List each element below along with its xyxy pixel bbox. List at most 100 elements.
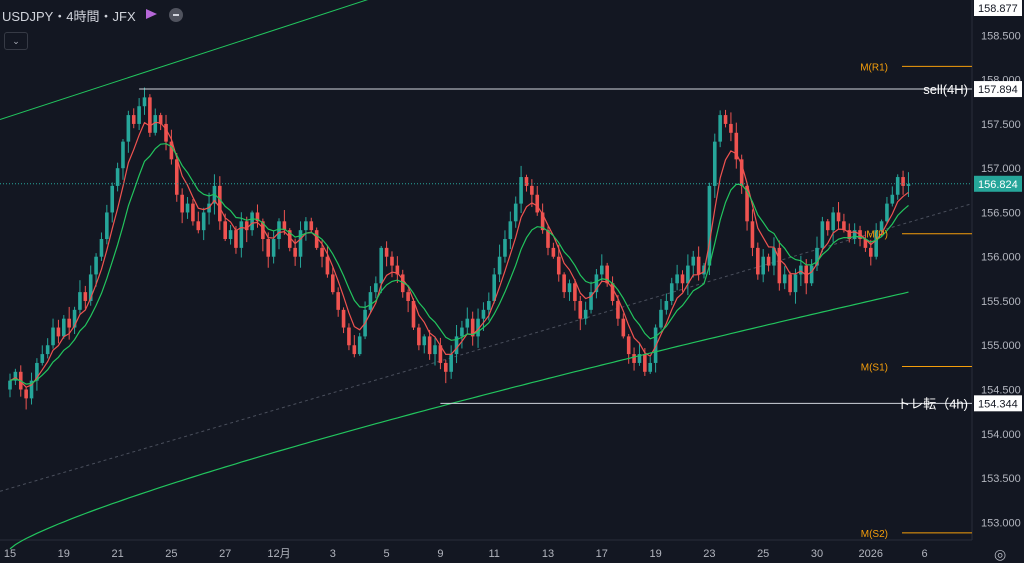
lower-dashed-trendline [0,203,973,492]
candle-body [94,256,98,275]
x-tick-label: 12月 [267,548,290,560]
candle-body [357,336,362,355]
candle-body [164,123,168,142]
pivot-label: M(P) [866,230,888,241]
candle-body [626,336,631,355]
x-tick-label: 19 [58,548,70,560]
flag-icon[interactable] [146,9,157,19]
candle-body [863,239,868,248]
candle-body [605,265,609,284]
x-tick-label: 21 [111,548,123,560]
candle-body [691,256,696,266]
candle-body [191,203,195,222]
candle-body [379,247,384,284]
candle-body [820,221,825,248]
candle-body [228,230,233,240]
candle-body [497,256,502,275]
top-price-box [974,0,1022,16]
candle-body [600,265,604,275]
candle-body [906,184,911,186]
candle-body [766,256,771,266]
candle-body [562,274,566,293]
minus-circle-icon[interactable] [169,8,183,22]
annotation-price-label: 157.894 [978,84,1018,96]
y-tick-label: 157.000 [981,163,1021,175]
candle-body [266,239,271,257]
candle-body [234,230,238,248]
candle-body [739,159,744,186]
pivot-label: M(R1) [860,62,888,73]
candle-body [901,177,905,186]
candle-body [874,230,878,257]
y-tick-label: 156.500 [981,207,1021,219]
y-tick-label: 154.500 [981,385,1021,397]
candle-body [847,230,852,240]
candle-body [648,362,653,372]
x-tick-label: 3 [330,548,336,560]
candle-body [750,221,755,248]
settings-icon[interactable]: ◎ [994,546,1007,562]
candle-body [879,221,884,231]
candle-body [244,221,249,231]
candle-body [831,212,835,231]
candle-body [707,185,712,266]
candle-body [535,194,540,213]
collapse-chevron-icon[interactable]: ⌄ [4,32,28,50]
candle-body [745,185,749,222]
x-tick-label: 11 [488,548,499,560]
candle-body [675,274,679,284]
x-tick-label: 5 [384,548,390,560]
x-tick-label: 9 [437,548,443,560]
candle-body [842,221,846,231]
y-tick-label: 155.500 [981,296,1021,308]
candle-body [121,141,125,169]
candle-body [503,239,507,257]
candle-body [271,239,276,257]
candle-body [298,230,303,257]
candle-body [62,318,66,337]
candle-body [869,247,873,257]
candle-body [578,300,583,319]
candle-body [551,247,556,257]
candle-body [696,256,701,275]
current-price-box [974,175,1022,192]
candle-body [153,115,158,133]
y-tick-label: 157.500 [981,119,1021,131]
candle-body [169,141,174,160]
candle-body [487,300,491,310]
candle-body [476,318,480,337]
candle-body [35,362,39,381]
candle-body [890,194,895,204]
annotation-label: sell(4H) [923,82,968,97]
candle-body [643,354,647,372]
candle-body [341,309,346,328]
y-tick-label: 158.500 [981,30,1021,42]
y-tick-label: 154.000 [981,429,1021,441]
candle-body [508,221,513,240]
x-tick-label: 13 [542,548,554,560]
candle-body [325,256,330,275]
candle-body [250,212,254,231]
symbol-title[interactable]: USDJPY・4時間・JFX [2,9,136,24]
pivot-label: M(S2) [861,529,888,540]
candle-body [148,97,152,133]
candle-body [422,336,427,346]
candle-body [449,354,453,372]
candle-body [567,283,572,293]
top-price-label: 158.877 [978,3,1018,15]
candle-body [454,336,459,355]
candle-body [589,292,593,310]
candle-body [460,327,464,337]
candle-body [24,389,28,399]
candle-body [347,327,351,346]
candle-body [433,345,437,355]
annotation-price-box [974,81,1022,98]
candle-body [110,185,115,213]
candle-body [895,177,900,195]
candle-body [374,283,378,293]
candle-body [573,283,577,301]
candle-body [287,230,292,248]
candle-body [712,141,717,186]
candle-body [180,194,184,213]
